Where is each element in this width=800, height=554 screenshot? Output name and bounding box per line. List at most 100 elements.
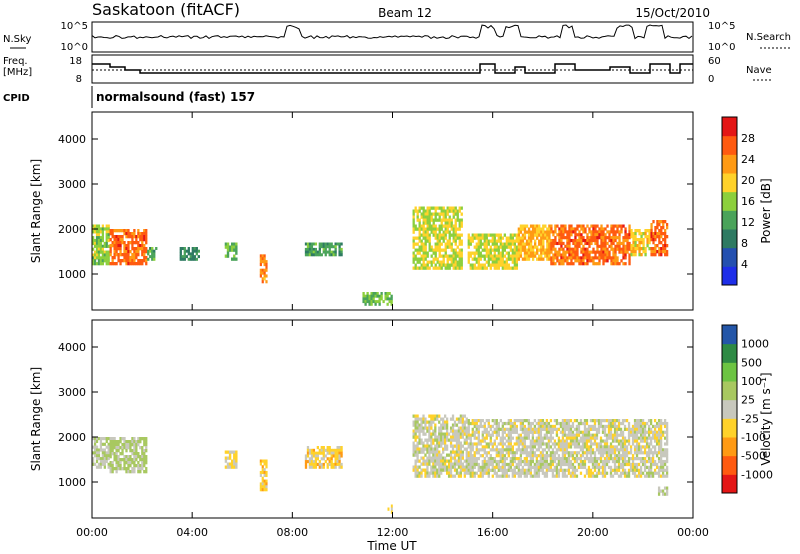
power-cell	[523, 245, 527, 249]
velocity-cell	[567, 471, 571, 475]
velocity-cell	[127, 470, 130, 474]
power-cell	[497, 239, 500, 243]
velocity-cell	[587, 430, 591, 434]
velocity-cell	[547, 462, 551, 467]
velocity-cell	[641, 436, 645, 440]
power-cell	[446, 242, 449, 246]
power-cell	[444, 209, 447, 213]
velocity-cell	[501, 451, 504, 455]
power-cell	[566, 238, 569, 243]
power-cell	[568, 241, 571, 246]
velocity-cell	[547, 445, 551, 449]
velocity-cell	[613, 457, 617, 461]
power-cell	[131, 262, 134, 266]
velocity-cell	[316, 454, 319, 458]
power-cell	[511, 242, 514, 246]
power-region	[412, 206, 463, 270]
velocity-cell	[493, 457, 496, 461]
velocity-cell	[306, 446, 310, 450]
velocity-cell	[505, 471, 508, 475]
velocity-cell	[639, 457, 643, 461]
velocity-cell	[133, 452, 136, 456]
velocity-cell	[537, 442, 541, 446]
velocity-cell	[473, 465, 476, 470]
velocity-cell	[115, 470, 118, 474]
power-cell	[598, 233, 601, 237]
power-cell	[446, 254, 449, 258]
velocity-cell	[442, 456, 445, 460]
velocity-cell	[453, 450, 457, 454]
velocity-cell	[603, 448, 607, 452]
power-cell	[638, 253, 641, 257]
velocity-cell	[513, 474, 516, 478]
velocity-cell	[226, 465, 230, 469]
power-cell	[630, 235, 633, 239]
velocity-cell	[235, 465, 238, 469]
power-cell	[552, 241, 555, 246]
velocity-cell	[507, 445, 510, 449]
power-cell	[509, 248, 512, 252]
power-cell	[542, 248, 545, 252]
velocity-cell	[591, 474, 595, 478]
power-cell	[107, 250, 110, 254]
velocity-cell	[230, 465, 234, 469]
power-cell	[153, 252, 156, 256]
power-cell	[95, 230, 99, 234]
velocity-cell	[599, 448, 603, 452]
velocity-cell	[627, 474, 631, 478]
power-cell	[660, 250, 663, 254]
power-cell	[507, 242, 510, 246]
power-cell	[117, 259, 120, 263]
velocity-cell	[97, 454, 101, 458]
power-cell	[588, 244, 591, 248]
velocity-cell	[609, 471, 613, 475]
power-cell	[259, 271, 262, 275]
power-cell	[143, 250, 146, 254]
velocity-cell	[531, 439, 535, 443]
power-cell	[548, 248, 551, 252]
velocity-cell	[485, 419, 488, 423]
velocity-cell	[334, 457, 337, 461]
velocity-cell	[97, 437, 101, 441]
power-cell	[308, 247, 312, 251]
velocity-cell	[414, 468, 417, 472]
velocity-cell	[567, 427, 571, 431]
power-cell	[450, 209, 453, 213]
velocity-cell	[569, 442, 573, 446]
velocity-cell	[607, 436, 611, 440]
power-cell	[340, 242, 343, 246]
velocity-cell	[621, 439, 625, 443]
velocity-cell	[467, 427, 470, 431]
velocity-cell	[651, 459, 655, 464]
velocity-cell	[475, 445, 478, 449]
power-cell	[430, 263, 433, 267]
velocity-cell	[611, 439, 615, 443]
velocity-cell	[609, 427, 613, 431]
velocity-cell	[428, 447, 431, 451]
velocity-cell	[519, 462, 523, 467]
power-cell	[424, 221, 427, 225]
velocity-cell	[613, 436, 617, 440]
power-cell	[475, 242, 478, 246]
velocity-cell	[549, 427, 553, 431]
velocity-cell	[561, 468, 565, 472]
power-cell	[501, 248, 504, 252]
velocity-cell	[529, 454, 533, 458]
velocity-cell	[340, 446, 343, 450]
power-cell	[235, 242, 238, 246]
velocity-cell	[545, 421, 549, 426]
power-cell	[471, 266, 474, 270]
velocity-cell	[539, 436, 543, 440]
velocity-cell	[637, 468, 641, 472]
velocity-cell	[563, 474, 567, 478]
velocity-cell	[424, 423, 427, 427]
power-heatmap	[92, 206, 669, 306]
velocity-cell	[609, 436, 613, 440]
power-cell	[334, 242, 337, 246]
power-cell	[318, 245, 321, 249]
power-cell	[420, 242, 423, 246]
power-cell	[320, 253, 323, 257]
velocity-cell	[418, 432, 421, 436]
velocity-cell	[509, 436, 512, 440]
velocity-cell	[111, 470, 114, 474]
